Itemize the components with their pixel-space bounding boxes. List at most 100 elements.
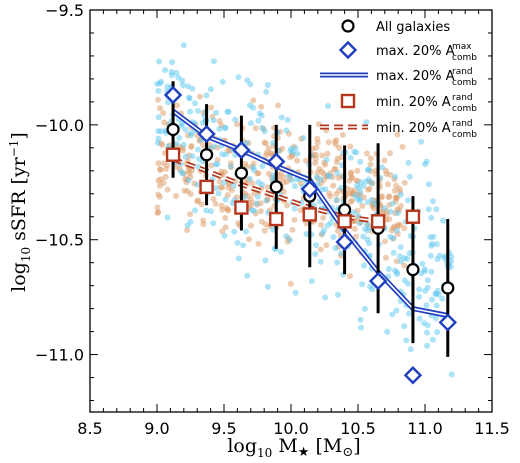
background-point xyxy=(292,289,299,296)
background-point xyxy=(195,107,201,114)
legend-label: All galaxies xyxy=(376,20,450,35)
background-point xyxy=(393,258,400,265)
background-point xyxy=(157,166,163,172)
background-point xyxy=(334,227,341,234)
background-point xyxy=(407,346,414,353)
background-point xyxy=(263,221,269,228)
background-point xyxy=(325,139,332,146)
background-point xyxy=(322,161,329,168)
background-point xyxy=(363,119,370,126)
background-point xyxy=(393,307,400,314)
x-axis-label: log10 M★ [M⊙] xyxy=(227,435,360,460)
background-point xyxy=(164,214,171,221)
background-point xyxy=(367,161,374,168)
background-point xyxy=(432,315,439,322)
background-point xyxy=(261,227,268,234)
min-comb-square xyxy=(337,214,352,229)
background-point xyxy=(317,246,324,253)
background-point xyxy=(158,176,164,183)
background-point xyxy=(207,208,214,215)
background-point xyxy=(250,104,256,111)
background-point xyxy=(230,182,237,189)
background-point xyxy=(194,181,201,188)
background-point xyxy=(229,200,236,207)
background-point xyxy=(394,271,401,278)
background-point xyxy=(188,130,195,136)
legend-label: min. 20% Arand comb xyxy=(376,119,477,140)
background-point xyxy=(178,168,185,175)
background-point xyxy=(287,280,294,287)
background-point xyxy=(222,151,229,158)
background-point xyxy=(429,296,435,303)
background-point xyxy=(384,328,391,335)
background-point xyxy=(155,96,162,103)
background-point xyxy=(188,143,195,149)
y-tick-label: −10.5 xyxy=(35,231,84,250)
max-comb-diamond xyxy=(403,366,423,385)
background-point xyxy=(433,206,440,213)
background-point xyxy=(314,139,321,146)
background-point xyxy=(401,262,408,269)
background-point xyxy=(185,167,192,174)
background-point xyxy=(244,272,251,279)
background-point xyxy=(182,153,189,160)
background-point xyxy=(300,135,307,141)
min-comb-square xyxy=(405,209,421,224)
background-point xyxy=(338,250,345,257)
background-point xyxy=(216,118,223,125)
legend: All galaxies max. 20% Amax comb max. 20% Ar… xyxy=(320,19,477,140)
background-point xyxy=(405,159,412,166)
background-point xyxy=(288,177,295,184)
background-point xyxy=(264,283,271,290)
background-point xyxy=(401,323,408,330)
background-point xyxy=(364,220,370,227)
background-point xyxy=(416,315,423,322)
background-point xyxy=(248,207,255,214)
background-point xyxy=(264,82,271,88)
background-point xyxy=(235,220,242,227)
background-point xyxy=(326,173,333,180)
legend-marker-max xyxy=(338,40,358,60)
background-point xyxy=(187,108,194,115)
background-point xyxy=(424,342,431,349)
background-point xyxy=(254,193,261,200)
legend-marker-min xyxy=(340,93,356,109)
background-point xyxy=(160,110,167,117)
background-point xyxy=(434,256,441,263)
background-point xyxy=(180,141,187,148)
min-comb-square xyxy=(302,207,317,222)
background-point xyxy=(385,181,391,188)
background-point xyxy=(381,205,388,212)
background-point xyxy=(325,103,331,110)
background-point xyxy=(334,259,341,266)
background-point xyxy=(360,183,367,189)
background-point xyxy=(391,187,398,194)
background-point xyxy=(192,100,198,107)
background-point xyxy=(270,226,277,233)
background-point xyxy=(423,302,430,309)
y-tick-label: −10.0 xyxy=(35,116,84,135)
background-point xyxy=(287,237,293,243)
background-point xyxy=(232,116,239,123)
background-point xyxy=(416,286,423,293)
all-galaxies-point xyxy=(166,122,180,137)
background-point xyxy=(361,262,367,269)
max-comb-diamond xyxy=(368,271,388,291)
max-comb-diamond xyxy=(438,313,457,332)
all-galaxies-point xyxy=(441,281,455,295)
background-point xyxy=(208,162,215,169)
background-point xyxy=(187,211,193,218)
x-tick-label: 9.5 xyxy=(211,419,236,438)
background-point xyxy=(277,248,284,255)
background-point xyxy=(322,294,329,301)
background-point xyxy=(347,143,354,150)
background-point xyxy=(448,371,455,378)
background-point xyxy=(213,109,219,116)
background-point xyxy=(312,251,319,257)
background-point xyxy=(214,161,221,168)
background-point xyxy=(323,156,330,163)
background-point xyxy=(157,105,163,112)
background-point xyxy=(221,232,228,239)
background-point xyxy=(351,209,358,216)
background-point xyxy=(338,184,345,191)
